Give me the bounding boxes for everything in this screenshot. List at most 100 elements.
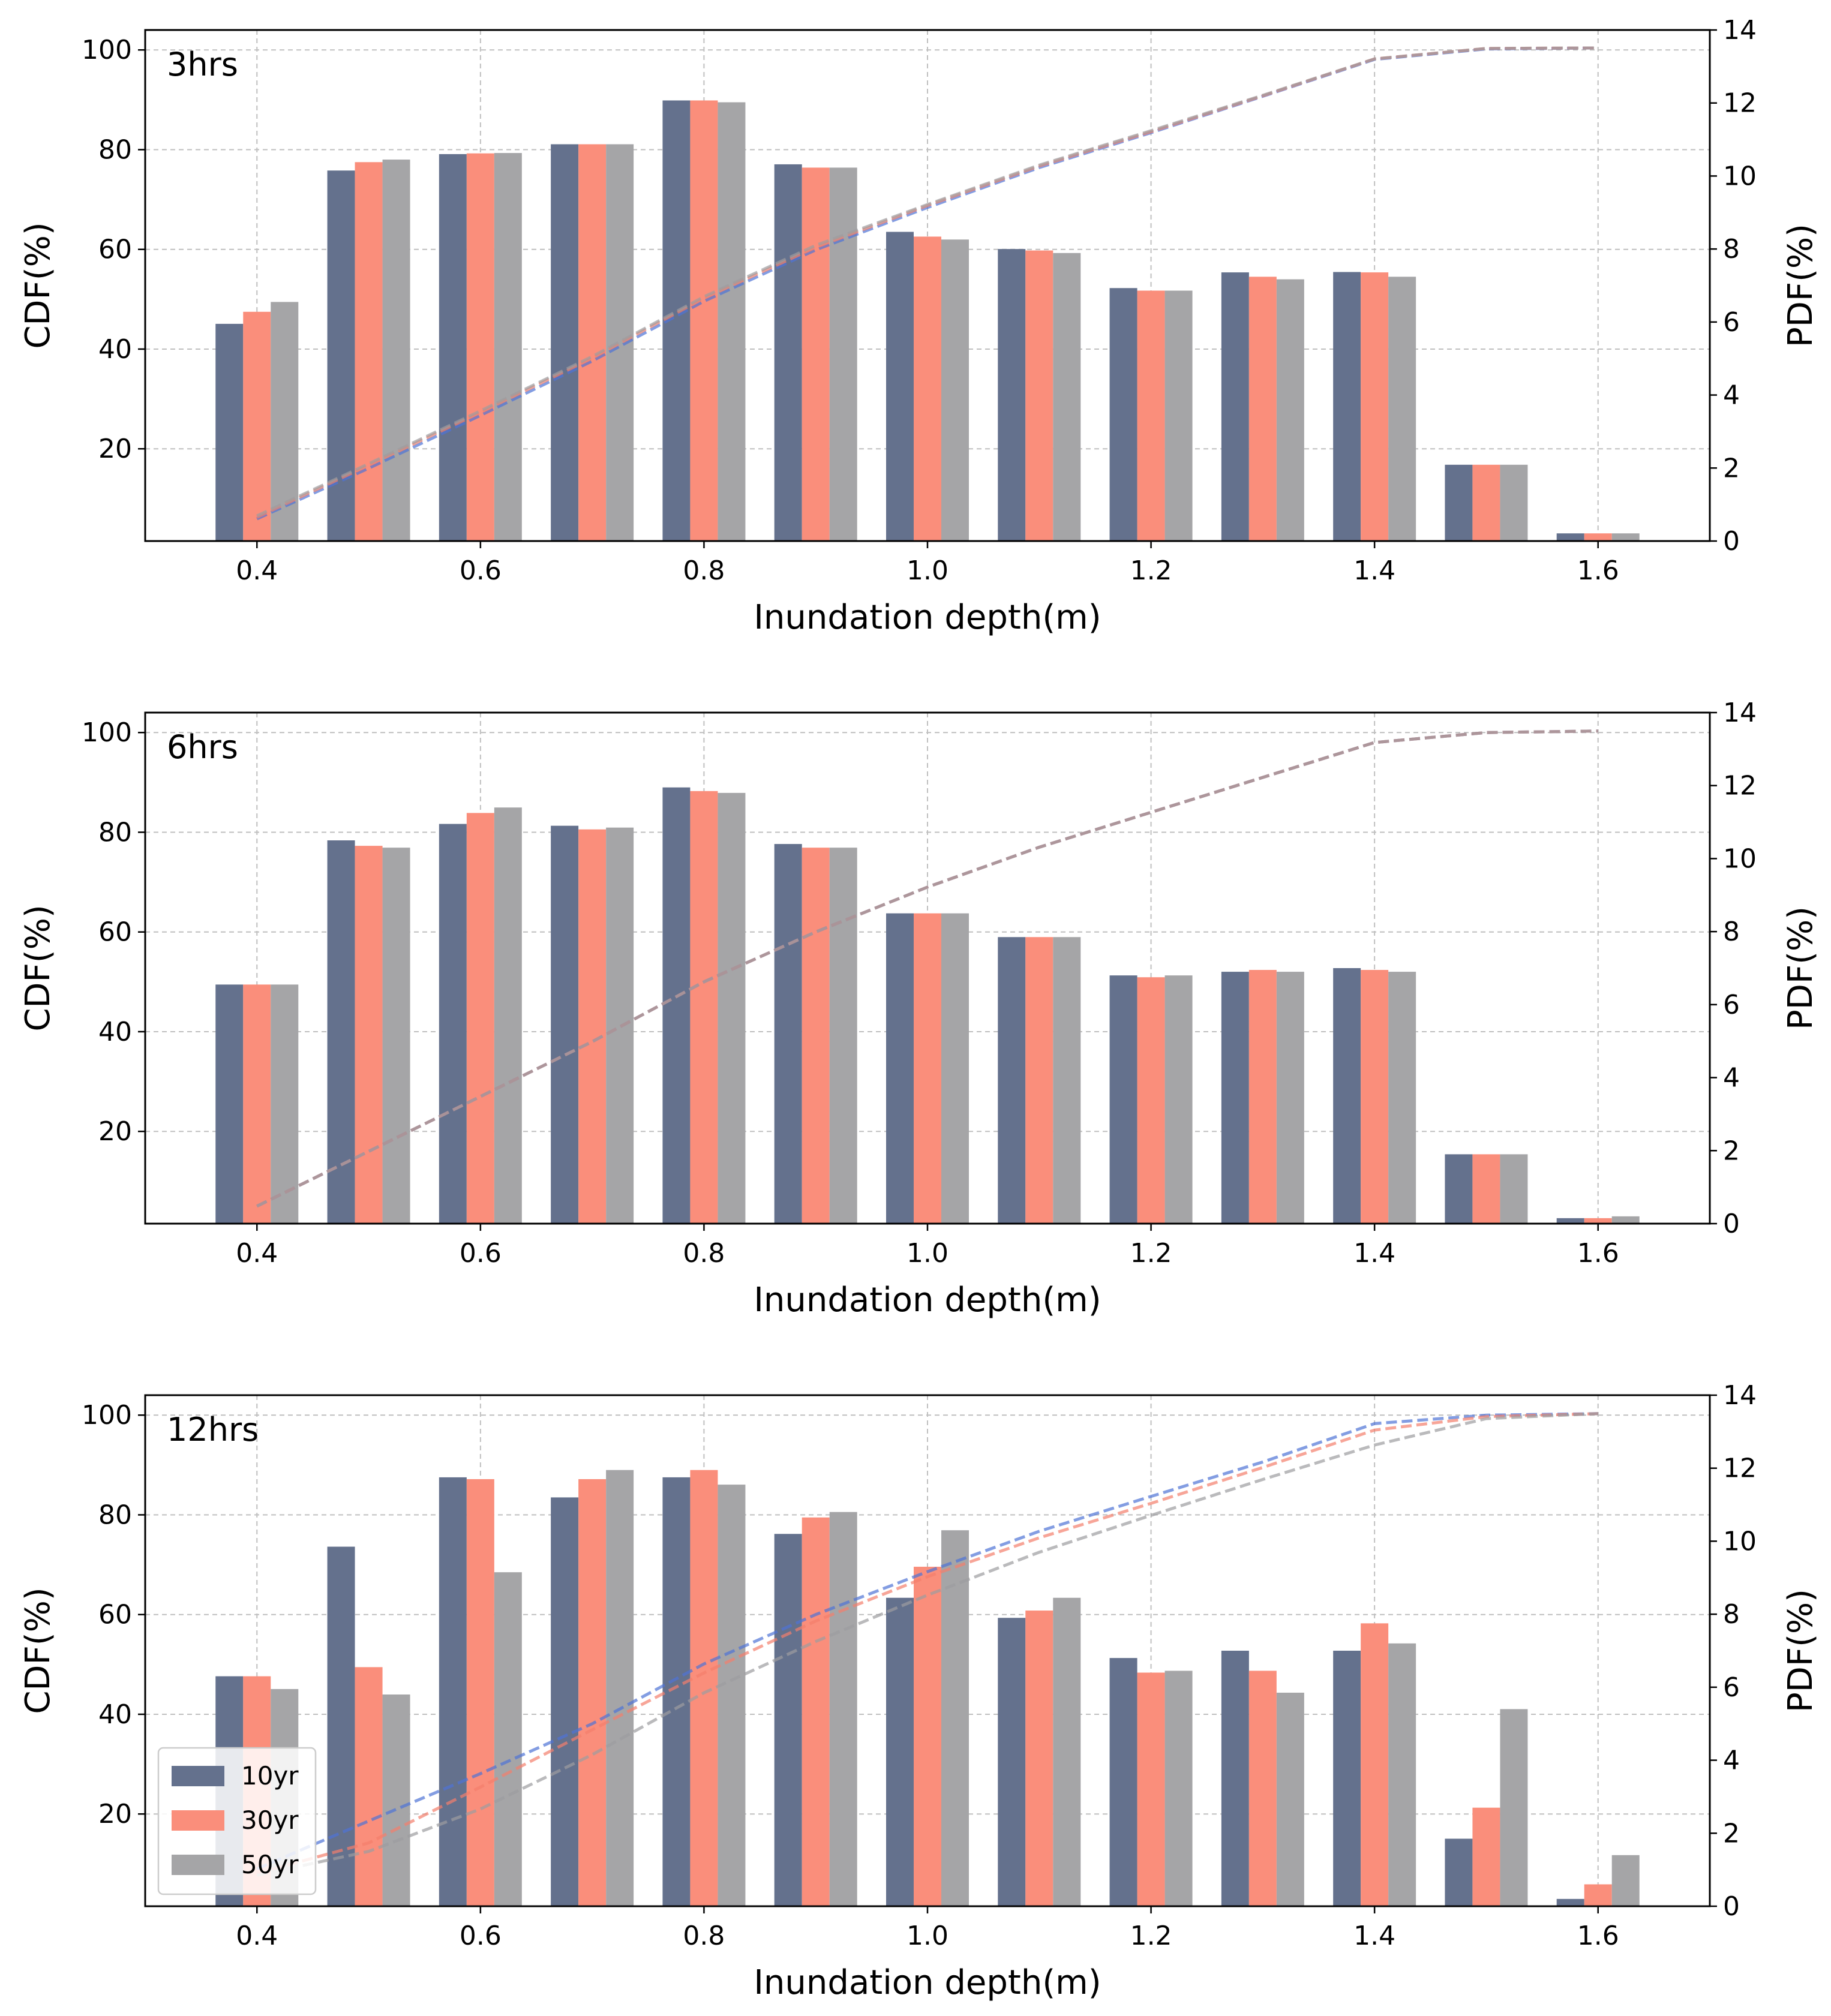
cdf-line-30yr [256, 1412, 1598, 1875]
bar-50yr [382, 848, 410, 1224]
bar-10yr [1333, 272, 1361, 541]
bar-50yr [941, 239, 969, 541]
y-left-tick-label: 100 [82, 717, 132, 748]
bar-10yr [1556, 533, 1584, 541]
cdf-line-10yr [256, 1412, 1598, 1870]
bar-30yr [1025, 937, 1053, 1224]
bar-50yr [718, 792, 746, 1224]
y-axis-label-right: PDF(%) [1781, 906, 1820, 1030]
pdf-bars [215, 787, 1640, 1224]
y-left-tick-label: 60 [98, 235, 132, 265]
y-right-tick-label: 8 [1723, 917, 1740, 947]
bar-30yr [243, 311, 271, 541]
bar-50yr [718, 102, 746, 542]
bar-30yr [355, 846, 383, 1224]
x-tick-label: 1.4 [1353, 1921, 1395, 1951]
cdf-line-50yr [256, 729, 1598, 1208]
bar-50yr [941, 913, 969, 1224]
bar-50yr [1164, 975, 1193, 1224]
bar-50yr [382, 1694, 410, 1906]
bar-10yr [327, 840, 355, 1224]
y-left-tick-label: 20 [98, 434, 132, 464]
y-axis-label-right: PDF(%) [1781, 1589, 1820, 1712]
panel-title: 3hrs [167, 46, 238, 83]
x-tick-label: 1.0 [907, 1921, 948, 1951]
bar-30yr [355, 162, 383, 541]
bar-10yr [998, 937, 1026, 1224]
x-axis-label: Inundation depth(m) [754, 598, 1101, 637]
bar-50yr [606, 827, 634, 1224]
y-right-tick-label: 14 [1723, 1380, 1757, 1411]
bar-10yr [998, 1618, 1026, 1906]
y-right-tick-label: 4 [1723, 1745, 1740, 1776]
bar-30yr [802, 167, 830, 542]
bar-50yr [1276, 279, 1304, 541]
bar-50yr [494, 807, 522, 1224]
legend: 10yr 30yr 50yr [157, 1747, 317, 1895]
x-tick-label: 0.4 [236, 1921, 278, 1951]
bar-50yr [829, 848, 857, 1224]
panel-6hrs: 0.4 0.6 0.8 1.0 1.2 1.4 1.6 20 40 60 80 100 0 2 4 6 8 10 1… [19, 698, 1820, 1320]
x-tick-label: 1.6 [1577, 1921, 1619, 1951]
bar-30yr [578, 829, 607, 1224]
bar-10yr [774, 844, 802, 1224]
x-tick-label: 0.4 [236, 1238, 278, 1269]
y-left-tick-label: 40 [98, 334, 132, 365]
bar-50yr [1611, 1216, 1640, 1224]
panel-12hrs: 0.4 0.6 0.8 1.0 1.2 1.4 1.6 20 40 60 80 100 0 2 4 6 8 10 1… [19, 1380, 1820, 2002]
bar-50yr [271, 302, 299, 541]
bar-30yr [1584, 1884, 1612, 1906]
x-axis-label: Inundation depth(m) [754, 1281, 1101, 1320]
bar-30yr [690, 100, 718, 541]
x-tick-label: 0.8 [683, 555, 725, 586]
bar-10yr [551, 1497, 579, 1906]
bar-10yr [1556, 1218, 1584, 1224]
y-right-tick-label: 6 [1723, 1672, 1740, 1703]
bar-30yr [1472, 1154, 1500, 1224]
y-right-tick-label: 0 [1723, 1891, 1740, 1922]
y-right-tick-label: 0 [1723, 526, 1740, 557]
bar-30yr [802, 1517, 830, 1906]
bar-30yr [1137, 1672, 1165, 1906]
pdf-bars [215, 100, 1640, 542]
bar-50yr [271, 984, 299, 1224]
bar-30yr [578, 144, 607, 542]
bar-10yr [998, 249, 1026, 541]
bar-50yr [1276, 1692, 1304, 1906]
bar-30yr [466, 1479, 494, 1906]
bar-50yr [1388, 1643, 1416, 1906]
cdf-line-50yr [256, 46, 1598, 518]
y-right-tick-label: 4 [1723, 380, 1740, 411]
bar-10yr [551, 825, 579, 1224]
x-tick-label: 1.2 [1130, 555, 1172, 586]
y-left-tick-label: 40 [98, 1017, 132, 1047]
y-right-tick-label: 4 [1723, 1063, 1740, 1093]
bar-10yr [886, 232, 914, 541]
bar-10yr [886, 1597, 914, 1906]
y-right-tick-label: 8 [1723, 1599, 1740, 1630]
bar-30yr [578, 1479, 607, 1906]
cdf-lines [256, 729, 1598, 1208]
panel-3hrs: 0.4 0.6 0.8 1.0 1.2 1.4 1.6 20 40 60 80 100 0 2 4 6 8 10 1… [19, 15, 1820, 637]
bar-30yr [914, 1567, 941, 1906]
pdf-bars [215, 1470, 1640, 1906]
bar-10yr [1221, 1651, 1249, 1906]
bar-10yr [1333, 1651, 1361, 1906]
bar-50yr [1053, 253, 1081, 541]
bar-10yr [215, 323, 244, 541]
bar-30yr [1472, 464, 1500, 541]
bar-10yr [1445, 1154, 1473, 1224]
y-right-tick-label: 14 [1723, 698, 1757, 728]
bar-30yr [1025, 250, 1053, 541]
panel-title: 6hrs [167, 728, 238, 766]
y-right-tick-label: 0 [1723, 1209, 1740, 1239]
bar-50yr [1500, 464, 1528, 541]
bar-10yr [551, 144, 579, 542]
bar-50yr [1053, 1597, 1081, 1906]
bar-30yr [914, 913, 941, 1224]
y-left-tick-label: 100 [82, 1400, 132, 1431]
y-left-tick-label: 60 [98, 1600, 132, 1630]
x-tick-label: 0.8 [683, 1921, 725, 1951]
bar-10yr [1445, 464, 1473, 541]
x-tick-label: 1.0 [907, 555, 948, 586]
